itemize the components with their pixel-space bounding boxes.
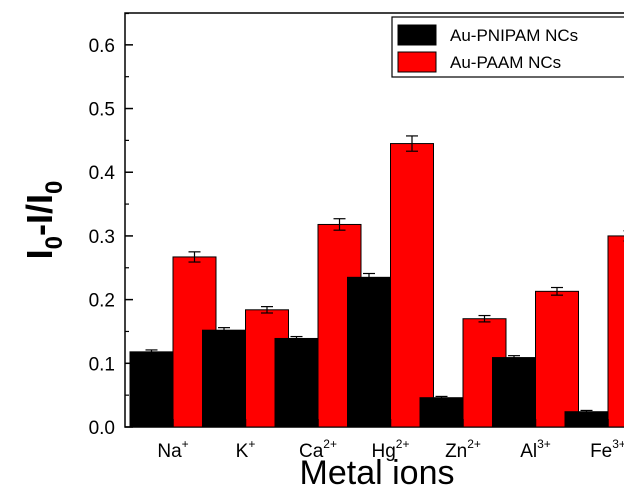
y-tick-label: 0.3 [89, 227, 115, 248]
bar [564, 411, 609, 428]
y-axis-title: I0-I/I0 [19, 181, 68, 260]
y-tick-label: 0.1 [89, 354, 115, 375]
bar [129, 351, 174, 428]
bar [419, 397, 464, 428]
y-tick-label: 0.4 [89, 163, 116, 184]
legend-swatch [397, 24, 437, 46]
bars [129, 135, 624, 428]
x-tick-label: Na+ [157, 437, 188, 462]
bar [535, 290, 579, 428]
bar [347, 276, 391, 428]
x-tick-label: K+ [236, 437, 256, 462]
legend: Au-PNIPAM NCs Au-PAAM NCs [391, 16, 624, 78]
y-tick-label: 0.5 [89, 100, 115, 121]
bar [492, 357, 536, 428]
x-axis-title: Metal ions [300, 454, 455, 490]
labels: 0.0 0.1 0.2 0.3 0.4 0.5 0.6 Na+ K+ Ca2+ Hg2+ Zn2+ Al… [19, 36, 624, 490]
x-tick-label: Hg2+ [372, 437, 410, 462]
legend-label: Au-PAAM NCs [450, 53, 561, 72]
bar [274, 337, 319, 428]
ticks [125, 12, 609, 428]
legend-swatch [397, 51, 437, 73]
legend-label: Au-PNIPAM NCs [450, 26, 578, 45]
x-tick-label: Fe3+ [590, 437, 624, 462]
x-tick-label: Zn2+ [445, 437, 481, 462]
y-tick-label: 0.2 [89, 291, 115, 312]
y-tick-label: 0.6 [89, 36, 115, 57]
y-tick-label: 0.0 [89, 418, 115, 439]
bar [390, 143, 434, 428]
x-tick-label: Ca2+ [299, 437, 337, 462]
bar [607, 235, 624, 428]
bar [202, 329, 246, 428]
x-tick-label: Al3+ [520, 437, 551, 462]
